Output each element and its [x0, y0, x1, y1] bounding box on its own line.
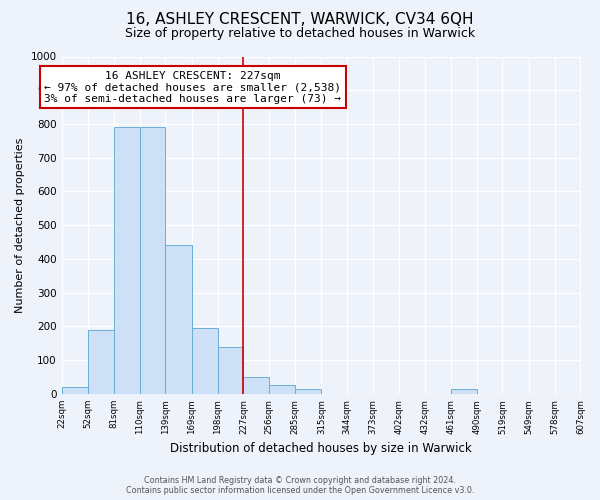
Bar: [244, 377, 269, 394]
Text: 16, ASHLEY CRESCENT, WARWICK, CV34 6QH: 16, ASHLEY CRESCENT, WARWICK, CV34 6QH: [126, 12, 474, 28]
X-axis label: Distribution of detached houses by size in Warwick: Distribution of detached houses by size …: [170, 442, 472, 455]
Text: Contains HM Land Registry data © Crown copyright and database right 2024.
Contai: Contains HM Land Registry data © Crown c…: [126, 476, 474, 495]
Bar: [218, 346, 244, 394]
Bar: [166, 246, 192, 394]
Y-axis label: Number of detached properties: Number of detached properties: [15, 138, 25, 313]
Text: Size of property relative to detached houses in Warwick: Size of property relative to detached ho…: [125, 28, 475, 40]
Bar: [62, 387, 88, 394]
Bar: [88, 330, 114, 394]
Bar: [269, 386, 295, 394]
Text: 16 ASHLEY CRESCENT: 227sqm
← 97% of detached houses are smaller (2,538)
3% of se: 16 ASHLEY CRESCENT: 227sqm ← 97% of deta…: [44, 70, 341, 104]
Bar: [295, 389, 322, 394]
Bar: [114, 128, 140, 394]
Bar: [192, 328, 218, 394]
Bar: [451, 389, 477, 394]
Bar: [140, 128, 166, 394]
